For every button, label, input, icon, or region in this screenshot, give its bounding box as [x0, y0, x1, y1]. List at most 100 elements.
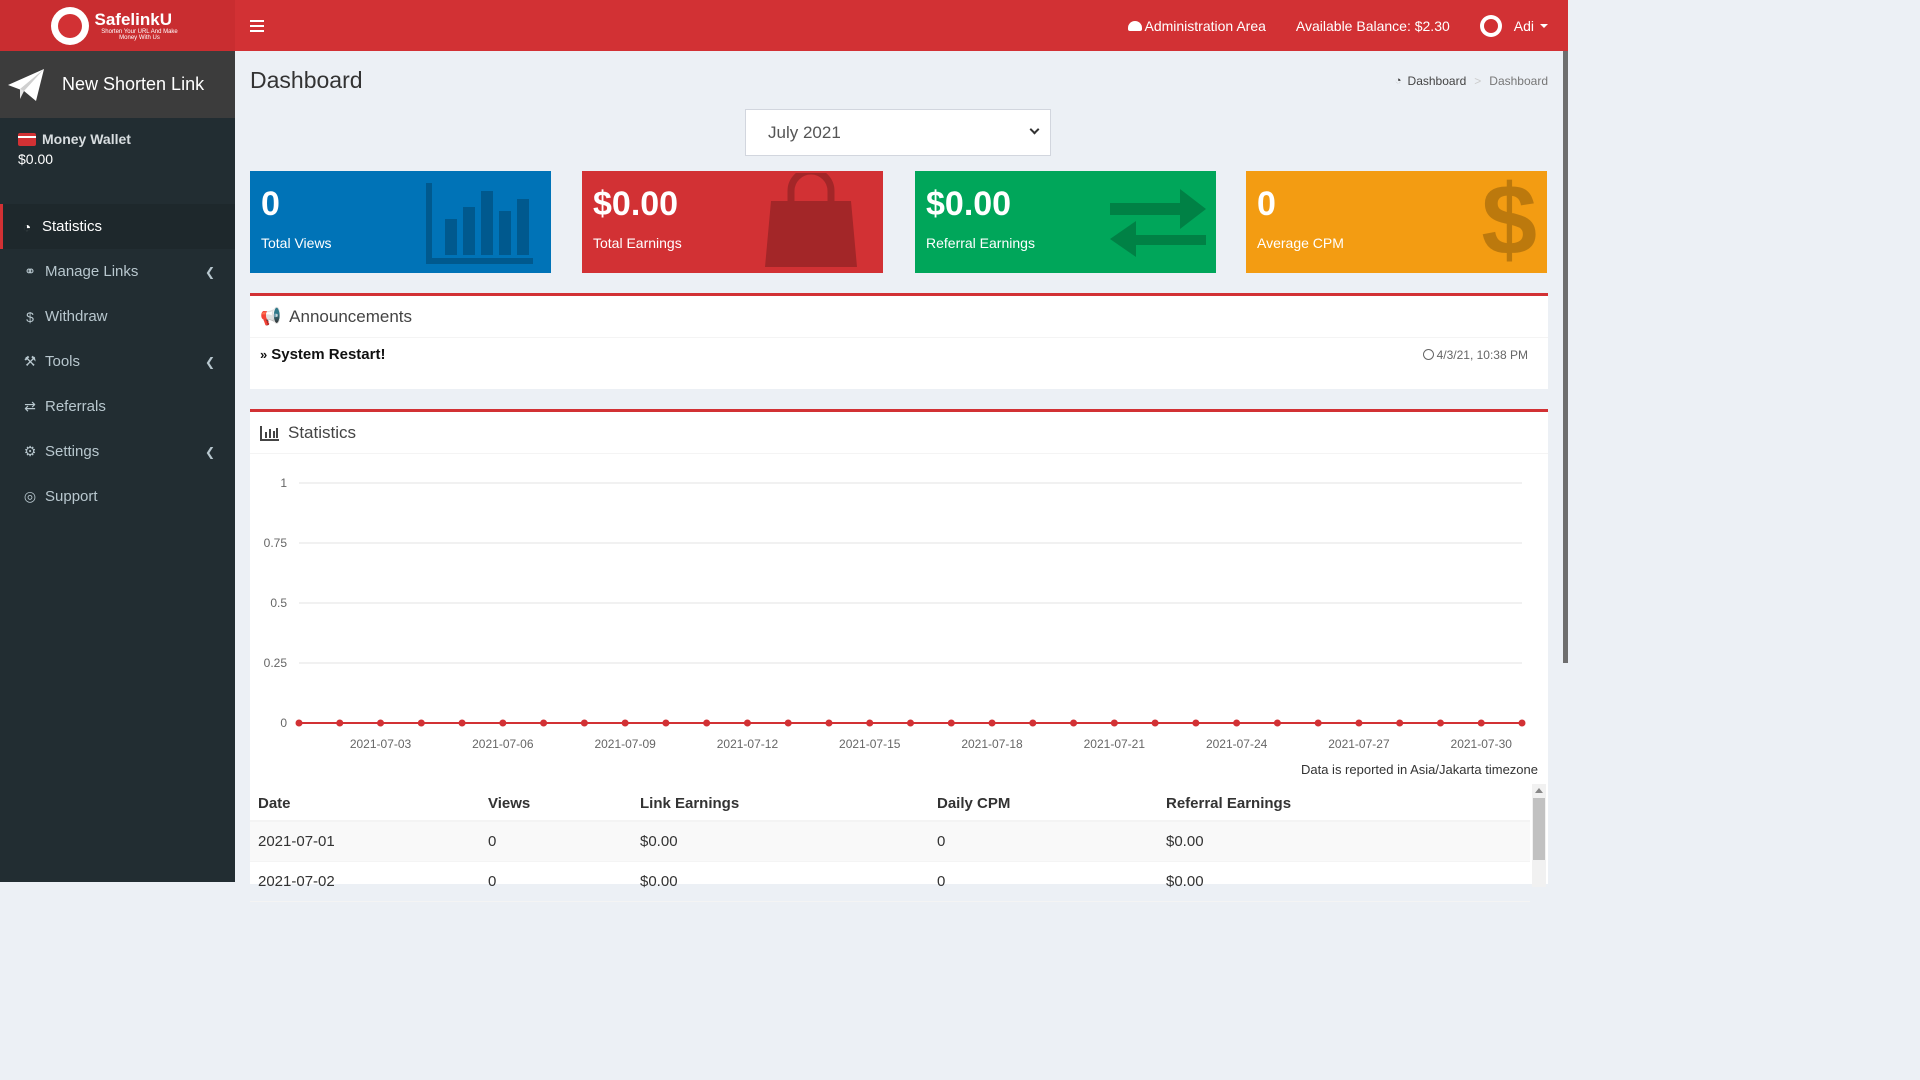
dashboard-icon: ◔ — [22, 218, 32, 235]
data-point — [866, 719, 874, 727]
data-point — [336, 719, 344, 727]
table-scrollbar[interactable] — [1532, 784, 1546, 887]
data-point — [743, 719, 751, 727]
data-point — [377, 719, 385, 727]
money-wallet: Money Wallet $0.00 — [0, 118, 235, 204]
data-point — [907, 719, 914, 727]
x-tick-label: 2021-07-30 — [1451, 737, 1513, 751]
data-point — [540, 719, 548, 727]
breadcrumb: ◔ Dashboard > Dashboard — [1394, 74, 1548, 88]
wrench-icon: ⚒ — [23, 353, 37, 369]
chevron-down-icon — [1029, 124, 1040, 135]
total-views-box: 0 Total Views — [250, 171, 551, 273]
data-point — [417, 719, 425, 727]
data-point — [1436, 719, 1444, 727]
shopping-bag-icon — [765, 173, 857, 267]
sidebar: New Shorten Link Money Wallet $0.00 ◔ St… — [0, 51, 235, 882]
data-point — [988, 719, 996, 727]
announcements-title: Announcements — [289, 306, 413, 326]
sidebar-menu: ◔ Statistics ⚭ Manage Links ❮ $ Withdraw… — [0, 204, 235, 519]
top-navbar: SafelinkU Shorten Your URL And Make Mone… — [0, 0, 1568, 51]
link-icon: ⚭ — [24, 263, 36, 279]
brand-name: SafelinkU — [94, 9, 172, 29]
announcement-link[interactable]: » System Restart! — [260, 346, 386, 363]
data-point — [1070, 719, 1078, 727]
sidebar-item-tools[interactable]: ⚒ Tools ❮ — [0, 339, 235, 384]
data-point — [947, 719, 955, 727]
brand-tagline: Shorten Your URL And Make Money With Us — [101, 28, 178, 41]
y-tick-label: 1 — [280, 476, 287, 490]
y-tick-label: 0.5 — [270, 596, 287, 610]
top-nav: Administration Area Available Balance: $… — [1113, 0, 1569, 51]
exchange-icon: ⇄ — [24, 398, 36, 414]
average-cpm-box: 0 Average CPM $ — [1246, 171, 1547, 273]
data-point — [1314, 719, 1322, 727]
data-point — [703, 719, 711, 727]
main-content: Dashboard ◔ Dashboard > Dashboard July 2… — [235, 51, 1563, 902]
caret-down-icon — [1540, 23, 1548, 28]
double-chevron-right-icon: » — [260, 347, 268, 362]
sidebar-item-withdraw[interactable]: $ Withdraw — [0, 294, 235, 339]
table-header: Date Views Link Earnings Daily CPM Refer… — [250, 786, 1530, 822]
scrollbar-thumb[interactable] — [1533, 798, 1545, 860]
statistics-chart: 0 0.25 0.5 0.75 1 2021-07-03 2021-07-06 2021-07… — [264, 476, 1526, 751]
page-scrollbar[interactable] — [1563, 51, 1568, 663]
life-ring-icon: ◎ — [23, 488, 37, 504]
user-name: Adi — [1513, 17, 1534, 34]
chevron-left-icon: ❮ — [204, 354, 215, 369]
brand-logo[interactable]: SafelinkU Shorten Your URL And Make Mone… — [0, 0, 235, 51]
data-point — [784, 719, 792, 727]
month-select[interactable]: July 2021 — [745, 109, 1051, 156]
data-point — [295, 719, 303, 727]
dollar-icon: $ — [26, 308, 34, 325]
x-tick-label: 2021-07-03 — [350, 737, 412, 751]
data-point — [825, 719, 833, 727]
sidebar-toggle-icon[interactable] — [250, 19, 264, 32]
referral-earnings-box: $0.00 Referral Earnings — [915, 171, 1216, 273]
table-row: 2021-07-01 0 $0.00 0 $0.00 — [250, 822, 1530, 862]
new-shorten-link-button[interactable]: New Shorten Link — [0, 51, 235, 118]
avatar — [1479, 14, 1502, 37]
scroll-up-icon[interactable] — [1535, 788, 1543, 793]
wallet-value: $0.00 — [18, 151, 54, 167]
y-tick-label: 0.75 — [264, 536, 288, 550]
globe-logo-icon — [50, 6, 89, 45]
x-tick-label: 2021-07-12 — [717, 737, 779, 751]
data-point — [1192, 719, 1200, 727]
chevron-left-icon: ❮ — [204, 444, 215, 459]
chevron-left-icon: ❮ — [204, 264, 215, 279]
dashboard-icon — [1127, 20, 1142, 31]
user-menu[interactable]: Adi — [1465, 0, 1568, 51]
breadcrumb-current: Dashboard — [1489, 74, 1548, 88]
data-point — [1151, 719, 1159, 727]
page-title: Dashboard — [250, 67, 363, 93]
list-item: » System Restart! 4/3/21, 10:38 PM — [250, 338, 1548, 363]
x-tick-label: 2021-07-21 — [1084, 737, 1146, 751]
data-point — [1029, 719, 1037, 727]
y-tick-label: 0 — [280, 716, 287, 730]
paper-plane-icon — [8, 68, 44, 101]
x-tick-label: 2021-07-18 — [961, 737, 1023, 751]
data-point — [1477, 719, 1485, 727]
bullhorn-icon: 📢 — [260, 306, 282, 326]
x-tick-label: 2021-07-06 — [472, 737, 534, 751]
x-tick-label: 2021-07-15 — [839, 737, 901, 751]
statistics-title: Statistics — [288, 422, 357, 442]
sidebar-item-settings[interactable]: ⚙ Settings ❮ — [0, 429, 235, 474]
statistics-panel: Statistics 0 0.25 0.5 0.75 1 2021-07-03 2021-0… — [250, 409, 1548, 902]
x-tick-label: 2021-07-27 — [1328, 737, 1390, 751]
timezone-note: Data is reported in Asia/Jakarta timezon… — [1300, 762, 1538, 777]
announcement-time: 4/3/21, 10:38 PM — [1436, 347, 1528, 362]
available-balance[interactable]: Available Balance: $2.30 — [1295, 17, 1450, 34]
sidebar-item-manage-links[interactable]: ⚭ Manage Links ❮ — [0, 249, 235, 294]
data-point — [1110, 719, 1118, 727]
sidebar-item-referrals[interactable]: ⇄ Referrals — [0, 384, 235, 429]
breadcrumb-link-dashboard[interactable]: Dashboard — [1407, 74, 1467, 88]
dollar-icon: $ — [1481, 171, 1537, 273]
administration-area-link[interactable]: Administration Area — [1113, 0, 1281, 51]
sidebar-item-support[interactable]: ◎ Support — [0, 474, 235, 519]
summary-boxes: 0 Total Views $0.00 Total Earnings $0.00… — [250, 171, 1548, 273]
y-tick-label: 0.25 — [264, 656, 288, 670]
data-point — [1233, 719, 1241, 727]
sidebar-item-statistics[interactable]: ◔ Statistics — [0, 204, 235, 249]
